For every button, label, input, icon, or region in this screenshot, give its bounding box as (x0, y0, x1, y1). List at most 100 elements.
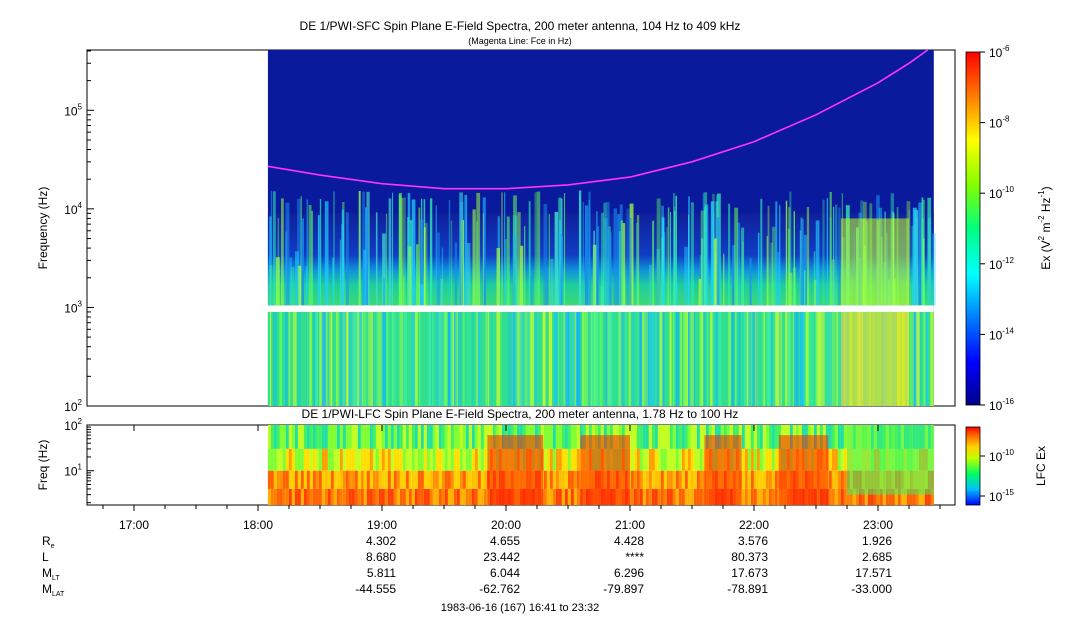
ephemeris-label: MLT (42, 566, 60, 582)
emission-streak (319, 199, 322, 306)
lfc-cell (576, 470, 580, 489)
lfc-cell (462, 425, 466, 449)
emission-streak (382, 233, 386, 306)
low-band-streak (638, 311, 643, 406)
lfc-cell (570, 470, 574, 489)
low-band-streak (628, 311, 631, 406)
low-band-streak (728, 311, 731, 406)
lfc-cell (564, 488, 568, 505)
lfc-cell (369, 425, 373, 449)
low-band-streak (656, 311, 660, 406)
x-tick-label: 19:00 (367, 518, 397, 532)
low-band-streak (383, 311, 386, 406)
lfc-cell (336, 448, 340, 471)
lfc-cell (639, 425, 643, 449)
lfc-hot-region (704, 435, 742, 505)
emission-streak (596, 226, 600, 306)
lfc-cell (330, 448, 334, 471)
lfc-cell (405, 488, 409, 505)
lfc-cell (666, 448, 670, 471)
lfc-cell (843, 488, 847, 505)
low-band-streak (620, 311, 624, 406)
lfc-cell (372, 488, 376, 505)
lfc-cell (426, 448, 430, 471)
emission-streak (563, 193, 566, 306)
lfc-cell (318, 470, 322, 489)
lfc-cell (360, 488, 364, 505)
low-band-streak (328, 311, 333, 406)
emission-streak (629, 217, 632, 306)
bottom-colorbar-ticks: 10-10 10-15 (980, 448, 1014, 504)
low-band-streak (306, 311, 308, 406)
top-chart-subtitle: (Magenta Line: Fce in Hz) (468, 36, 572, 46)
lfc-cell (285, 448, 289, 471)
emission-streak (710, 201, 715, 306)
low-band-streak (777, 311, 779, 406)
low-band-streak (519, 311, 523, 406)
emission-streak (512, 235, 516, 306)
lfc-cell (762, 470, 766, 489)
lfc-cell (342, 470, 346, 489)
bottom-spectrum-area (267, 425, 934, 505)
lfc-cell (351, 488, 355, 505)
lfc-cell (300, 425, 304, 449)
emission-streak (375, 212, 378, 306)
emission-streak (688, 196, 690, 306)
low-band-streak (530, 311, 535, 406)
low-band-streak (310, 311, 312, 406)
lfc-cell (447, 470, 451, 489)
emission-streak (269, 216, 272, 306)
emission-streak (684, 246, 688, 306)
lfc-cell (675, 448, 679, 471)
emission-streak (501, 192, 503, 306)
lfc-cell (543, 448, 547, 471)
x-tick-label: 22:00 (739, 518, 769, 532)
low-band-streak (688, 311, 690, 406)
lfc-cell (747, 425, 751, 449)
lfc-cell (384, 425, 388, 449)
lfc-cell (552, 425, 556, 449)
lfc-cell (351, 448, 355, 471)
low-band-streak (918, 311, 921, 406)
low-band-streak (645, 311, 650, 406)
lfc-cell (294, 448, 298, 471)
lfc-cell (753, 425, 757, 449)
lfc-cell (411, 448, 415, 471)
low-band-streak (768, 311, 771, 406)
low-band-streak (455, 311, 458, 406)
lfc-cell (297, 448, 301, 471)
low-band-streak (769, 311, 773, 406)
lfc-cell (840, 425, 844, 449)
lfc-cell (378, 448, 382, 471)
emission-streak (815, 220, 820, 306)
lfc-cell (915, 488, 919, 505)
emission-streak (749, 258, 752, 306)
emission-streak (317, 215, 320, 306)
emission-streak (546, 267, 551, 306)
lfc-cell (396, 488, 400, 505)
lfc-cell (687, 425, 691, 449)
emission-streak (363, 249, 367, 306)
lfc-cell (270, 470, 274, 489)
lfc-cell (561, 448, 565, 471)
emission-streak (826, 198, 829, 306)
low-band-streak (762, 311, 764, 406)
emission-streak (767, 205, 770, 306)
emission-streak (341, 209, 345, 306)
lfc-cell (381, 470, 385, 489)
low-band-streak (642, 311, 646, 406)
lfc-cell (276, 448, 280, 471)
lfc-cell (411, 488, 415, 505)
lfc-cell (483, 488, 487, 505)
emission-streak (822, 199, 825, 306)
low-band-streak (376, 311, 379, 406)
low-band-streak (347, 311, 352, 406)
lfc-cell (855, 488, 859, 505)
lfc-cell (384, 470, 388, 489)
emission-streak (289, 257, 293, 306)
lfc-cell (669, 448, 673, 471)
lfc-cell (354, 470, 358, 489)
emission-streak (714, 238, 718, 306)
emission-streak (757, 232, 760, 306)
emission-streak (435, 205, 437, 306)
